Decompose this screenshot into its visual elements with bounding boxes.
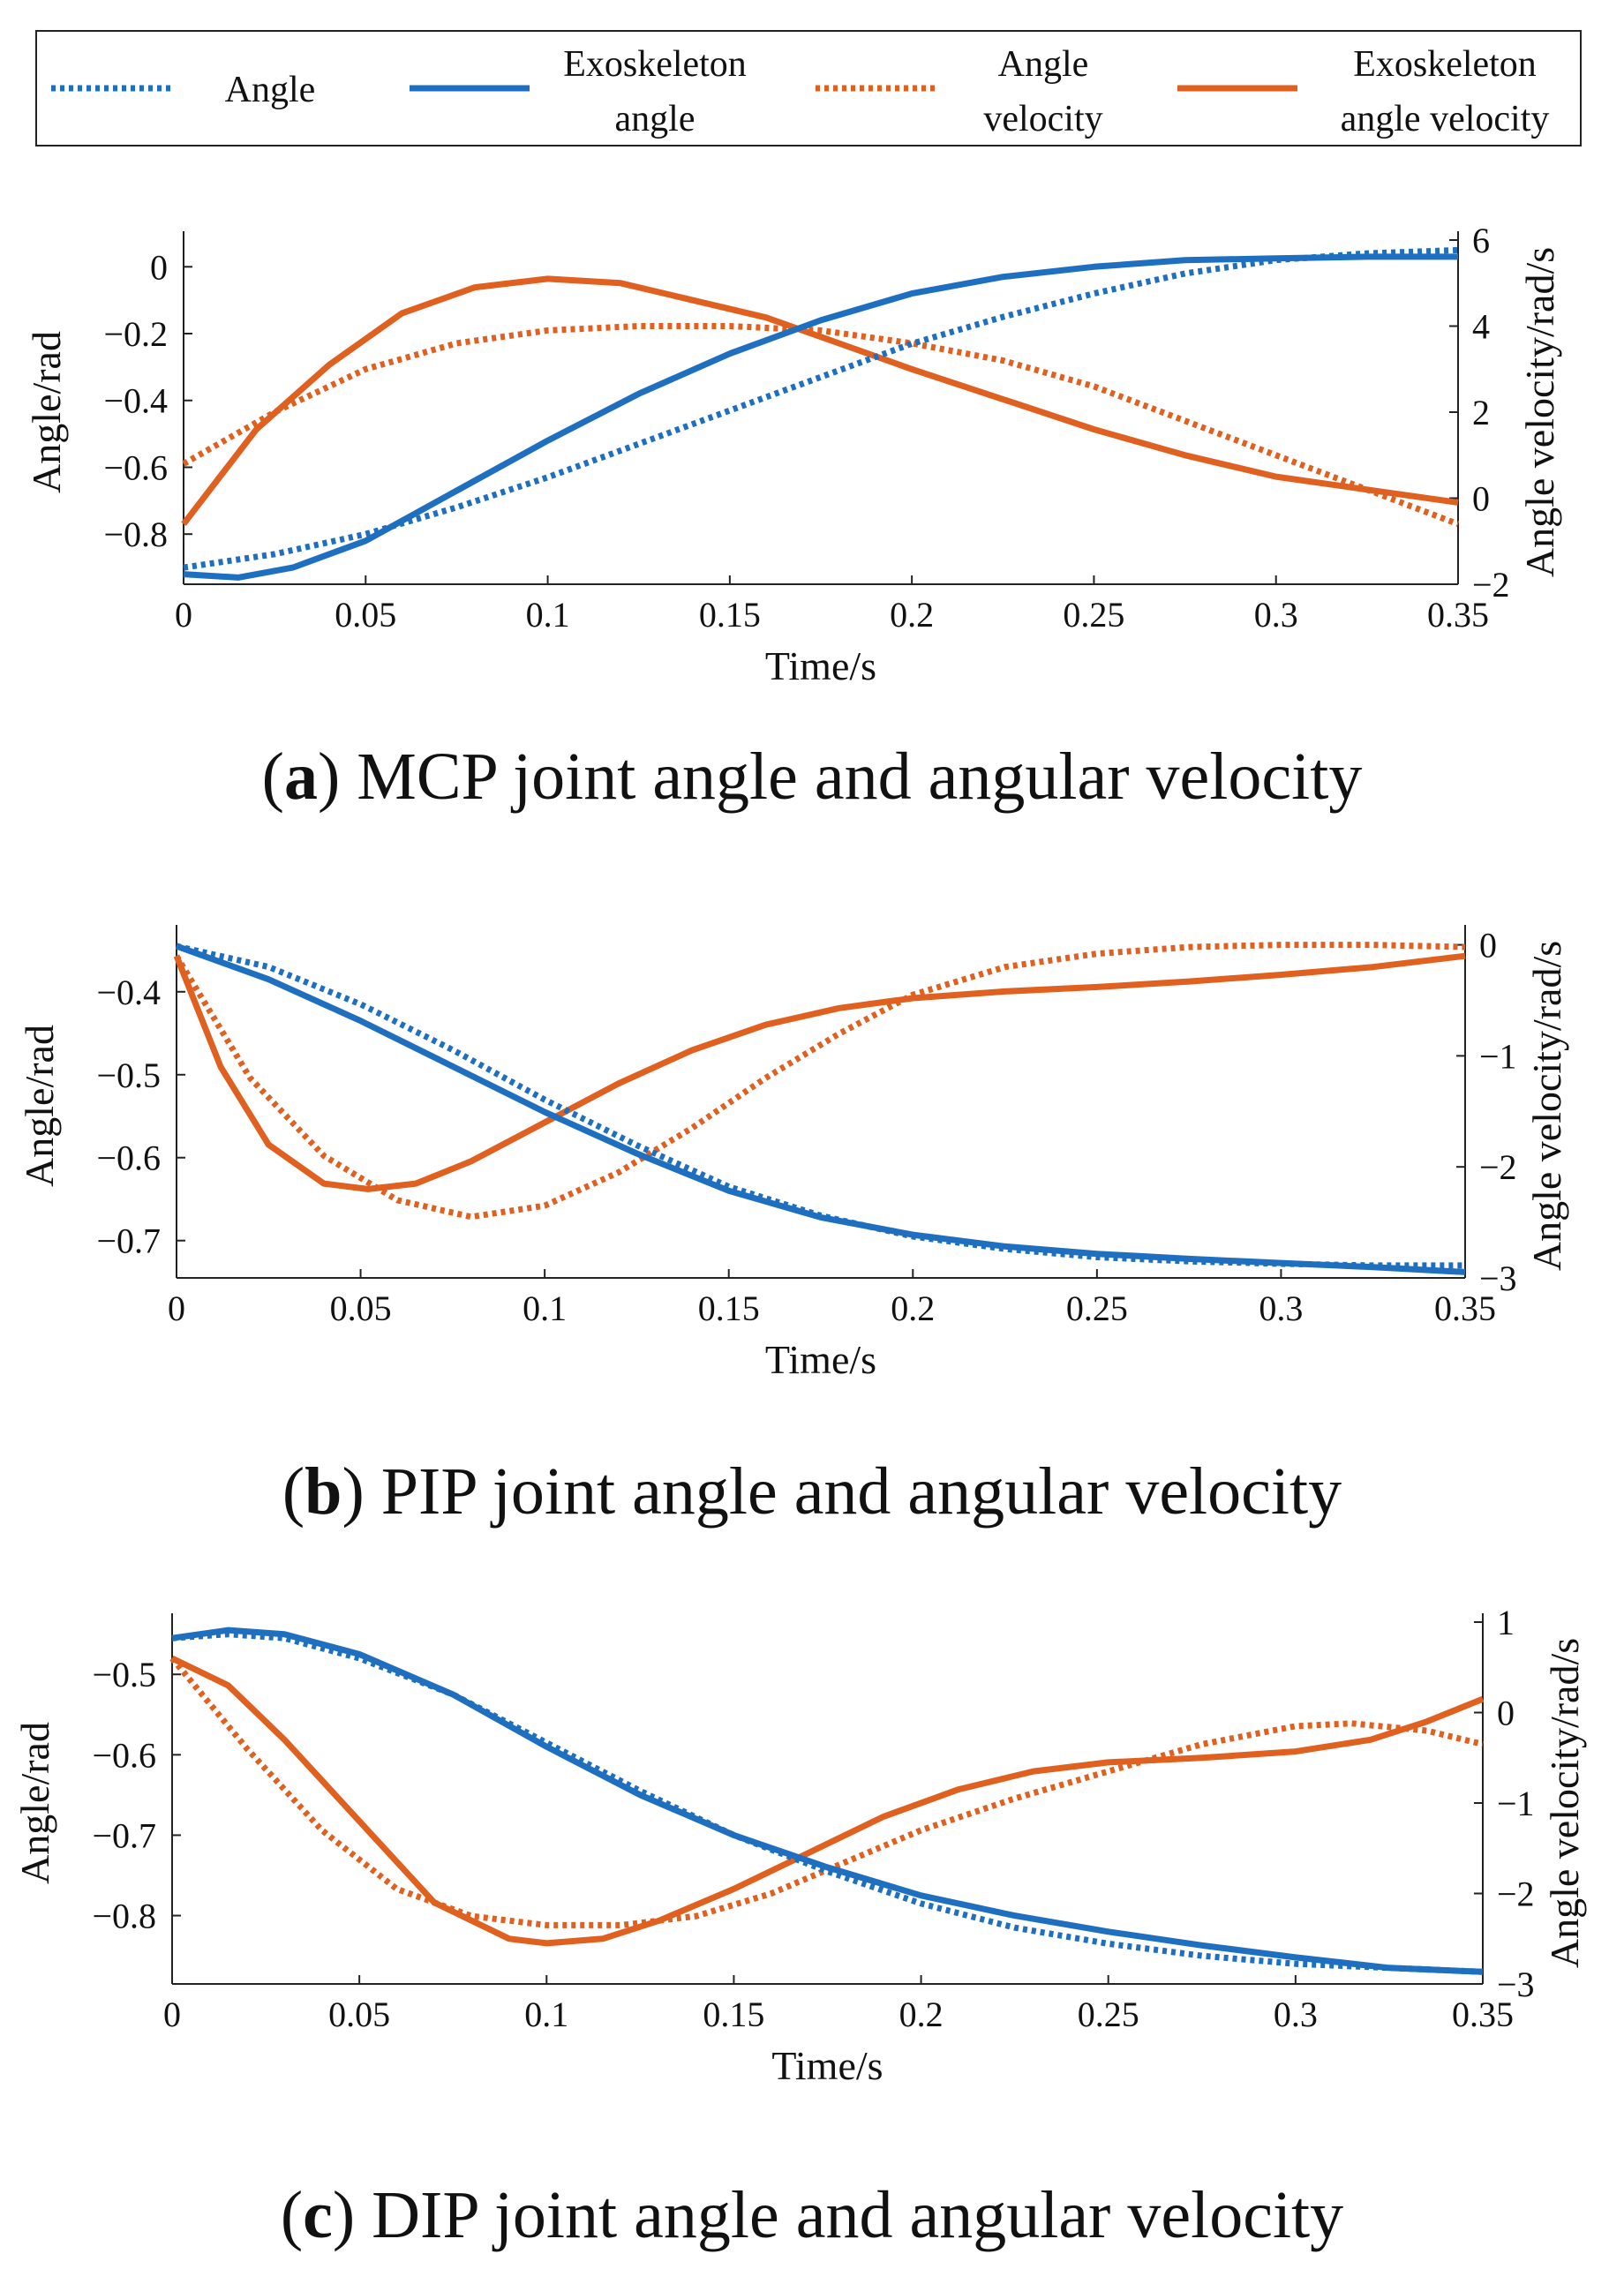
y-tick-label-right: 1 <box>1497 1603 1515 1642</box>
angle-velocity-line <box>174 942 1466 1221</box>
caption-pip: (b) PIP joint angle and angular velocity <box>282 1454 1342 1529</box>
legend-label-exoskeleton-angle: Exoskeleton angle <box>563 44 747 139</box>
y-tick-label-right: −2 <box>1479 1147 1517 1187</box>
y-tick-label-left: −0.5 <box>92 1655 156 1694</box>
legend-label-angle: Angle <box>224 70 316 110</box>
legend-item-angle-velocity: Angle velocity <box>814 32 1184 148</box>
x-tick-label: 0.25 <box>1063 595 1124 635</box>
y-tick-label-right: −3 <box>1497 1965 1535 2004</box>
x-tick-label: 0.3 <box>1259 1289 1303 1328</box>
x-tick-label: 0.1 <box>523 1289 567 1328</box>
y-tick-label-left: −0.7 <box>92 1815 156 1855</box>
x-tick-label: 0.05 <box>335 595 396 635</box>
x-tick-label: 0.3 <box>1274 1995 1318 2034</box>
x-tick-label: 0.1 <box>524 1995 568 2034</box>
y-tick-label-left: −0.4 <box>96 973 161 1012</box>
x-tick-label: 0.15 <box>703 1995 764 2034</box>
x-tick-label: 0 <box>168 1289 185 1328</box>
legend-item-angle: Angle <box>49 32 385 148</box>
exoskeleton-angle-velocity-line <box>170 1655 1485 1947</box>
legend: Angle Exoskeleton angle Angle velocity Exo… <box>35 30 1582 147</box>
caption-mcp: (a) MCP joint angle and angular velocity <box>261 740 1363 814</box>
x-tick-label: 0 <box>163 1995 181 2034</box>
pip-chart: 0 0.05 0.1 0.15 0.2 0.25 0.3 0.35 −0.7 −0.6 −0.5 −0… <box>17 925 1569 1382</box>
y-tick-label-right: −3 <box>1479 1258 1517 1298</box>
x-tick-label: 0 <box>175 595 192 635</box>
y-tick-label-right: −1 <box>1479 1036 1517 1076</box>
y-tick-label-left: −0.2 <box>103 314 168 354</box>
angle-velocity-line <box>169 1656 1484 1928</box>
x-tick-label: 0.2 <box>891 1289 935 1328</box>
x-axis-label: Time/s <box>771 2043 883 2088</box>
y-tick-label-left: −0.5 <box>96 1056 161 1095</box>
y-tick-label-left: −0.8 <box>92 1897 156 1936</box>
x-tick-label: 0.35 <box>1452 1995 1514 2034</box>
y-tick-label-right: 0 <box>1497 1694 1515 1733</box>
y-tick-label-right: 0 <box>1472 479 1490 519</box>
angle-line <box>171 1631 1484 1975</box>
y-axis-label-right: Angle velocity/rad/s <box>1542 1638 1587 1968</box>
y-tick-label-right: 6 <box>1472 221 1490 260</box>
caption-dip: (c) DIP joint angle and angular velocity <box>280 2178 1344 2252</box>
x-tick-label: 0.1 <box>526 595 570 635</box>
y-tick-label-right: 2 <box>1472 393 1490 432</box>
legend-swatch-angle-velocity <box>816 85 936 92</box>
legend-swatch-angle <box>51 85 171 92</box>
y-tick-label-right: −1 <box>1497 1784 1535 1823</box>
exoskeleton-angle-line <box>171 1627 1484 1975</box>
x-tick-label: 0.3 <box>1254 595 1298 635</box>
legend-label-angle-velocity: Angle velocity <box>983 44 1103 139</box>
y-axis-label-right: Angle velocity/rad/s <box>1524 941 1569 1271</box>
x-tick-label: 0.15 <box>699 595 761 635</box>
y-axis-label-left: Angle/rad <box>17 1025 62 1187</box>
legend-label-exoskeleton-angle-velocity: Exoskeleton angle velocity <box>1340 44 1550 139</box>
x-tick-label: 0.25 <box>1066 1289 1128 1328</box>
x-tick-label: 0.2 <box>890 595 934 635</box>
x-tick-label: 0.35 <box>1434 1289 1496 1328</box>
y-tick-label-left: −0.7 <box>96 1221 161 1261</box>
y-tick-label-right: 0 <box>1479 926 1497 965</box>
y-axis-label-left: Angle/rad <box>12 1722 57 1884</box>
x-tick-label: 0.2 <box>899 1995 944 2034</box>
y-tick-label-right: −2 <box>1497 1875 1535 1914</box>
legend-item-exoskeleton-angle-velocity: Exoskeleton angle velocity <box>1176 32 1582 148</box>
exoskeleton-angle-line <box>175 943 1466 1275</box>
y-tick-label-left: −0.6 <box>92 1735 156 1775</box>
x-tick-label: 0.25 <box>1078 1995 1139 2034</box>
x-axis-label: Time/s <box>765 643 876 688</box>
exoskeleton-angle-velocity-line <box>173 952 1466 1192</box>
y-tick-label-right: 4 <box>1472 307 1490 347</box>
x-tick-label: 0.05 <box>328 1995 390 2034</box>
y-tick-label-left: −0.8 <box>103 515 168 554</box>
mcp-chart: 0 0.05 0.1 0.15 0.2 0.25 0.3 0.35 −0.8 −0.6 −0.4 −0… <box>24 221 1562 688</box>
y-tick-label-left: −0.4 <box>103 381 168 421</box>
y-axis-label-left: Angle/rad <box>24 331 69 493</box>
y-axis-label-right: Angle velocity/rad/s <box>1517 247 1562 577</box>
x-tick-label: 0.35 <box>1427 595 1489 635</box>
angle-line <box>183 246 1459 571</box>
x-tick-label: 0.15 <box>698 1289 760 1328</box>
y-tick-label-right: −2 <box>1472 565 1510 605</box>
y-tick-label-left: −0.6 <box>96 1138 161 1178</box>
legend-item-exoskeleton-angle: Exoskeleton angle <box>408 32 814 148</box>
y-tick-label-left: 0 <box>150 247 168 287</box>
y-tick-label-left: −0.6 <box>103 447 168 487</box>
x-axis-label: Time/s <box>765 1337 876 1382</box>
exoskeleton-angle-line <box>183 253 1458 581</box>
exoskeleton-angle-velocity-line <box>181 275 1459 526</box>
legend-swatch-exoskeleton-angle-velocity <box>1177 85 1297 92</box>
dip-chart: 0 0.05 0.1 0.15 0.2 0.25 0.3 0.35 −0.8 −0.7 −0.6 −0… <box>12 1603 1587 2088</box>
legend-swatch-exoskeleton-angle <box>410 85 530 92</box>
angle-velocity-line <box>182 323 1460 528</box>
x-tick-label: 0.05 <box>330 1289 392 1328</box>
